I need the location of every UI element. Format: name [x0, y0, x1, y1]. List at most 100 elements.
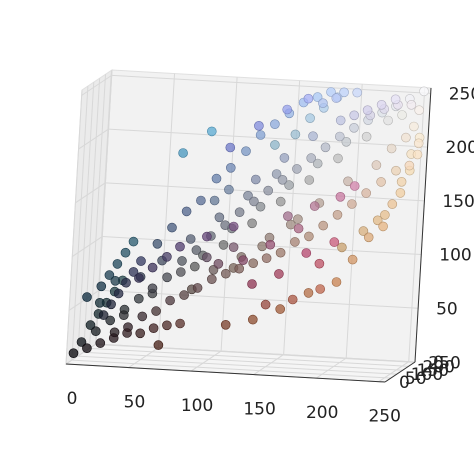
- data-point: [290, 237, 300, 247]
- grid-line-x-back: [408, 87, 426, 362]
- data-point: [255, 201, 266, 212]
- data-point: [270, 140, 280, 150]
- data-point: [361, 188, 372, 198]
- data-point: [247, 279, 257, 289]
- data-point: [112, 259, 123, 269]
- grid-line-x-back: [345, 84, 363, 359]
- data-point: [372, 215, 383, 226]
- data-point: [326, 87, 336, 97]
- grid-line-y-side: [77, 82, 95, 357]
- data-point: [82, 292, 92, 302]
- data-point: [234, 207, 245, 217]
- grid-line-y-side: [71, 86, 89, 361]
- data-point: [147, 262, 158, 273]
- grid-line-z-side: [71, 236, 103, 257]
- data-point: [214, 212, 225, 223]
- data-point: [363, 232, 374, 243]
- axis-lines: [65, 87, 432, 383]
- data-point: [134, 293, 144, 304]
- data-point: [248, 314, 258, 325]
- data-point: [263, 185, 274, 196]
- data-point: [85, 320, 96, 330]
- grid-line-x-floor: [315, 357, 347, 379]
- data-point: [318, 98, 328, 108]
- x-tick-label: 200: [306, 403, 338, 423]
- data-point: [337, 242, 347, 253]
- data-point: [287, 294, 298, 305]
- data-point: [308, 131, 318, 141]
- data-point: [304, 231, 314, 242]
- z-tick-label: 50: [436, 299, 458, 319]
- grid-line-y-floor: [89, 347, 409, 367]
- data-point: [228, 242, 239, 252]
- data-point: [335, 192, 346, 202]
- data-point: [303, 288, 314, 298]
- data-point: [137, 311, 148, 322]
- data-point: [282, 104, 293, 115]
- data-point: [271, 169, 282, 179]
- data-point: [347, 254, 358, 265]
- data-point: [349, 123, 359, 133]
- data-point: [320, 142, 331, 153]
- data-point: [334, 131, 345, 142]
- data-point: [395, 188, 406, 198]
- data-point: [349, 181, 360, 191]
- data-point: [404, 160, 415, 171]
- data-point: [292, 164, 302, 174]
- grid-line-z-back: [108, 128, 428, 148]
- data-point: [234, 263, 244, 274]
- data-point: [270, 119, 280, 129]
- data-points: [68, 86, 429, 359]
- y-tick-label: 50: [405, 369, 427, 389]
- grid-line-y-floor: [77, 355, 397, 375]
- data-point: [309, 201, 320, 211]
- data-point: [248, 258, 258, 269]
- data-point: [185, 234, 196, 244]
- data-point: [283, 211, 293, 221]
- data-point: [419, 86, 429, 97]
- x-tick-label: 250: [368, 407, 400, 427]
- data-point: [293, 223, 304, 234]
- data-point: [383, 115, 393, 126]
- data-point: [401, 132, 411, 143]
- grid-line-x-floor: [378, 361, 410, 383]
- data-point: [202, 252, 212, 263]
- data-point: [151, 306, 161, 316]
- data-point: [220, 319, 231, 330]
- data-point: [349, 110, 360, 121]
- data-point: [120, 247, 131, 258]
- data-point: [352, 87, 363, 98]
- data-point: [98, 310, 109, 320]
- data-point: [113, 288, 124, 299]
- data-point: [265, 239, 276, 250]
- data-point: [106, 299, 116, 310]
- grid-line-x-back: [158, 73, 176, 348]
- data-point: [361, 131, 372, 142]
- data-point: [274, 269, 284, 279]
- data-point: [176, 267, 186, 277]
- data-point: [119, 310, 129, 321]
- data-point: [347, 199, 357, 209]
- data-point: [218, 240, 229, 250]
- grid-line-z-side: [81, 74, 112, 96]
- data-point: [76, 337, 87, 347]
- z-tick-label: 250: [449, 84, 474, 104]
- data-point: [362, 105, 373, 115]
- data-point: [209, 195, 220, 206]
- data-point: [221, 268, 231, 279]
- data-point: [301, 248, 312, 258]
- data-point: [91, 326, 101, 337]
- y-tick-label: 150: [417, 361, 449, 381]
- data-point: [290, 129, 301, 140]
- data-point: [413, 138, 424, 149]
- data-point: [82, 343, 92, 354]
- data-point: [333, 153, 343, 164]
- grid-line-y-side: [89, 74, 107, 349]
- data-point: [211, 173, 222, 184]
- data-point: [390, 94, 401, 105]
- grid-line-y-floor: [83, 351, 403, 371]
- data-point: [196, 195, 206, 206]
- data-point: [380, 210, 390, 220]
- data-point: [284, 180, 294, 190]
